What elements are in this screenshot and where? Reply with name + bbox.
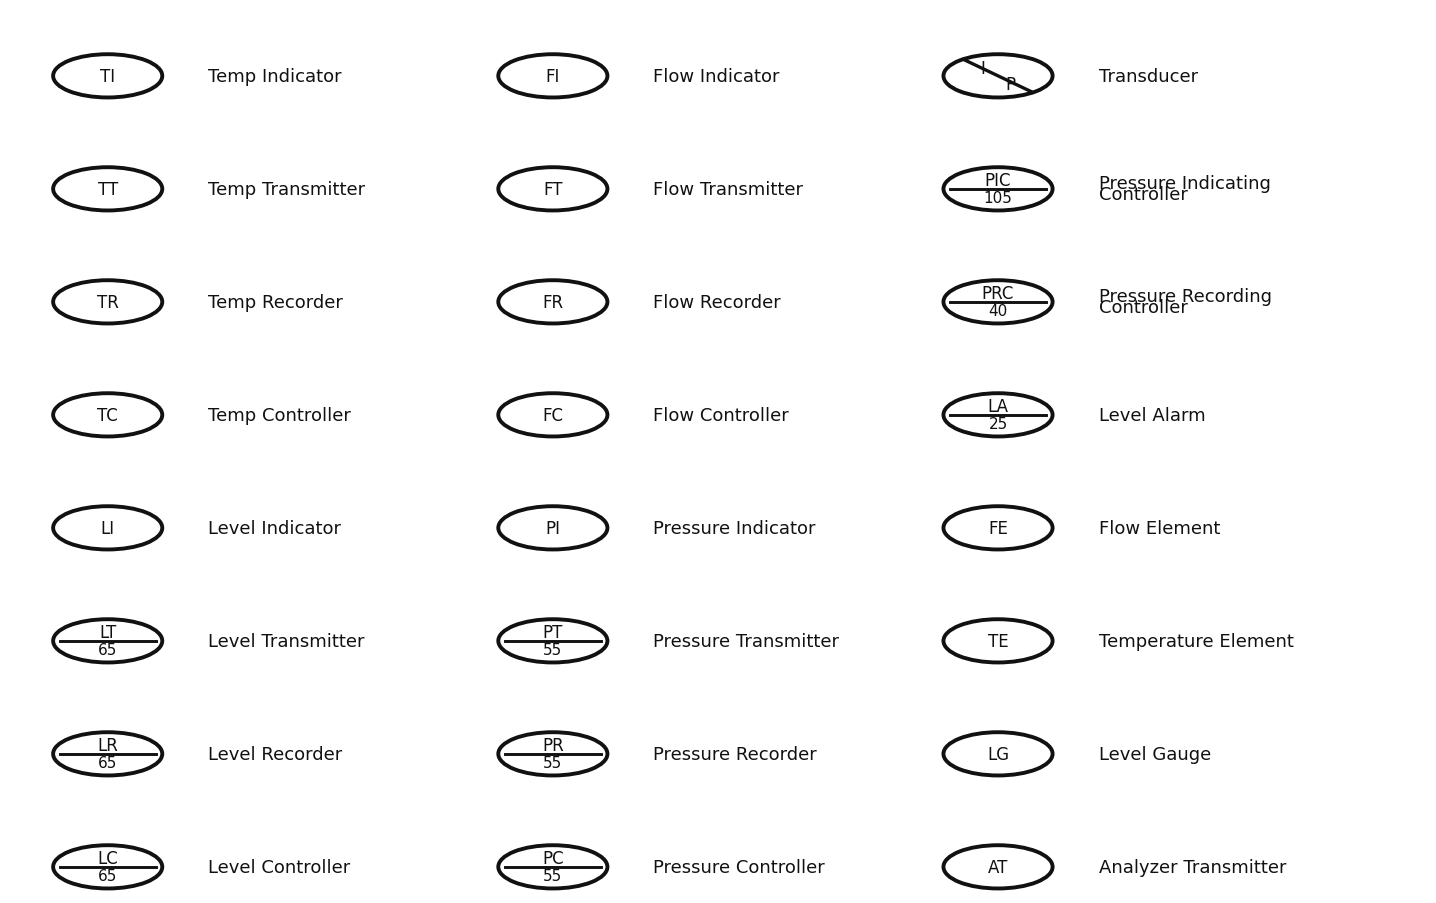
- Text: FE: FE: [988, 519, 1008, 537]
- Text: FC: FC: [543, 406, 563, 424]
- Text: I: I: [981, 60, 985, 78]
- Text: Flow Element: Flow Element: [1099, 519, 1221, 537]
- Text: 55: 55: [543, 756, 563, 770]
- Text: FT: FT: [543, 181, 563, 199]
- Text: PC: PC: [541, 849, 564, 867]
- Text: Flow Indicator: Flow Indicator: [653, 68, 780, 86]
- Text: PI: PI: [546, 519, 560, 537]
- Text: Level Gauge: Level Gauge: [1099, 745, 1211, 763]
- Text: Level Alarm: Level Alarm: [1099, 406, 1205, 424]
- Text: Pressure Indicating: Pressure Indicating: [1099, 175, 1271, 193]
- Text: 65: 65: [98, 643, 118, 657]
- Text: LI: LI: [101, 519, 115, 537]
- Text: Analyzer Transmitter: Analyzer Transmitter: [1099, 858, 1287, 876]
- Text: 105: 105: [984, 191, 1012, 206]
- Text: LR: LR: [98, 736, 118, 754]
- Text: PIC: PIC: [985, 172, 1011, 190]
- Text: FI: FI: [546, 68, 560, 86]
- Text: PR: PR: [541, 736, 564, 754]
- Text: LG: LG: [987, 745, 1010, 763]
- Text: Pressure Indicator: Pressure Indicator: [653, 519, 816, 537]
- Text: TT: TT: [98, 181, 118, 199]
- Text: Pressure Recorder: Pressure Recorder: [653, 745, 817, 763]
- Text: Temp Transmitter: Temp Transmitter: [208, 181, 365, 199]
- Text: Controller: Controller: [1099, 186, 1188, 204]
- Text: 40: 40: [988, 304, 1008, 319]
- Text: 55: 55: [543, 869, 563, 883]
- Text: Flow Controller: Flow Controller: [653, 406, 790, 424]
- Text: PT: PT: [543, 623, 563, 641]
- Text: FR: FR: [543, 293, 563, 312]
- Text: Flow Recorder: Flow Recorder: [653, 293, 781, 312]
- Text: LC: LC: [98, 849, 118, 867]
- Text: Transducer: Transducer: [1099, 68, 1198, 86]
- Text: Level Indicator: Level Indicator: [208, 519, 342, 537]
- Text: 25: 25: [988, 417, 1008, 432]
- Text: Flow Transmitter: Flow Transmitter: [653, 181, 803, 199]
- Text: TR: TR: [96, 293, 119, 312]
- Text: PRC: PRC: [982, 284, 1014, 303]
- Text: Pressure Controller: Pressure Controller: [653, 858, 826, 876]
- Text: Pressure Recording: Pressure Recording: [1099, 288, 1271, 306]
- Text: Pressure Transmitter: Pressure Transmitter: [653, 632, 840, 650]
- Text: Level Transmitter: Level Transmitter: [208, 632, 365, 650]
- Text: Level Recorder: Level Recorder: [208, 745, 342, 763]
- Text: Temp Recorder: Temp Recorder: [208, 293, 343, 312]
- Text: P: P: [1005, 76, 1015, 94]
- Text: AT: AT: [988, 858, 1008, 876]
- Text: Level Controller: Level Controller: [208, 858, 350, 876]
- Text: TI: TI: [101, 68, 115, 86]
- Text: LA: LA: [988, 397, 1008, 415]
- Text: TE: TE: [988, 632, 1008, 650]
- Text: Controller: Controller: [1099, 299, 1188, 317]
- Text: 65: 65: [98, 756, 118, 770]
- Text: Temp Controller: Temp Controller: [208, 406, 350, 424]
- Text: LT: LT: [99, 623, 116, 641]
- Text: 55: 55: [543, 643, 563, 657]
- Text: Temperature Element: Temperature Element: [1099, 632, 1294, 650]
- Text: Temp Indicator: Temp Indicator: [208, 68, 342, 86]
- Text: TC: TC: [98, 406, 118, 424]
- Text: 65: 65: [98, 869, 118, 883]
